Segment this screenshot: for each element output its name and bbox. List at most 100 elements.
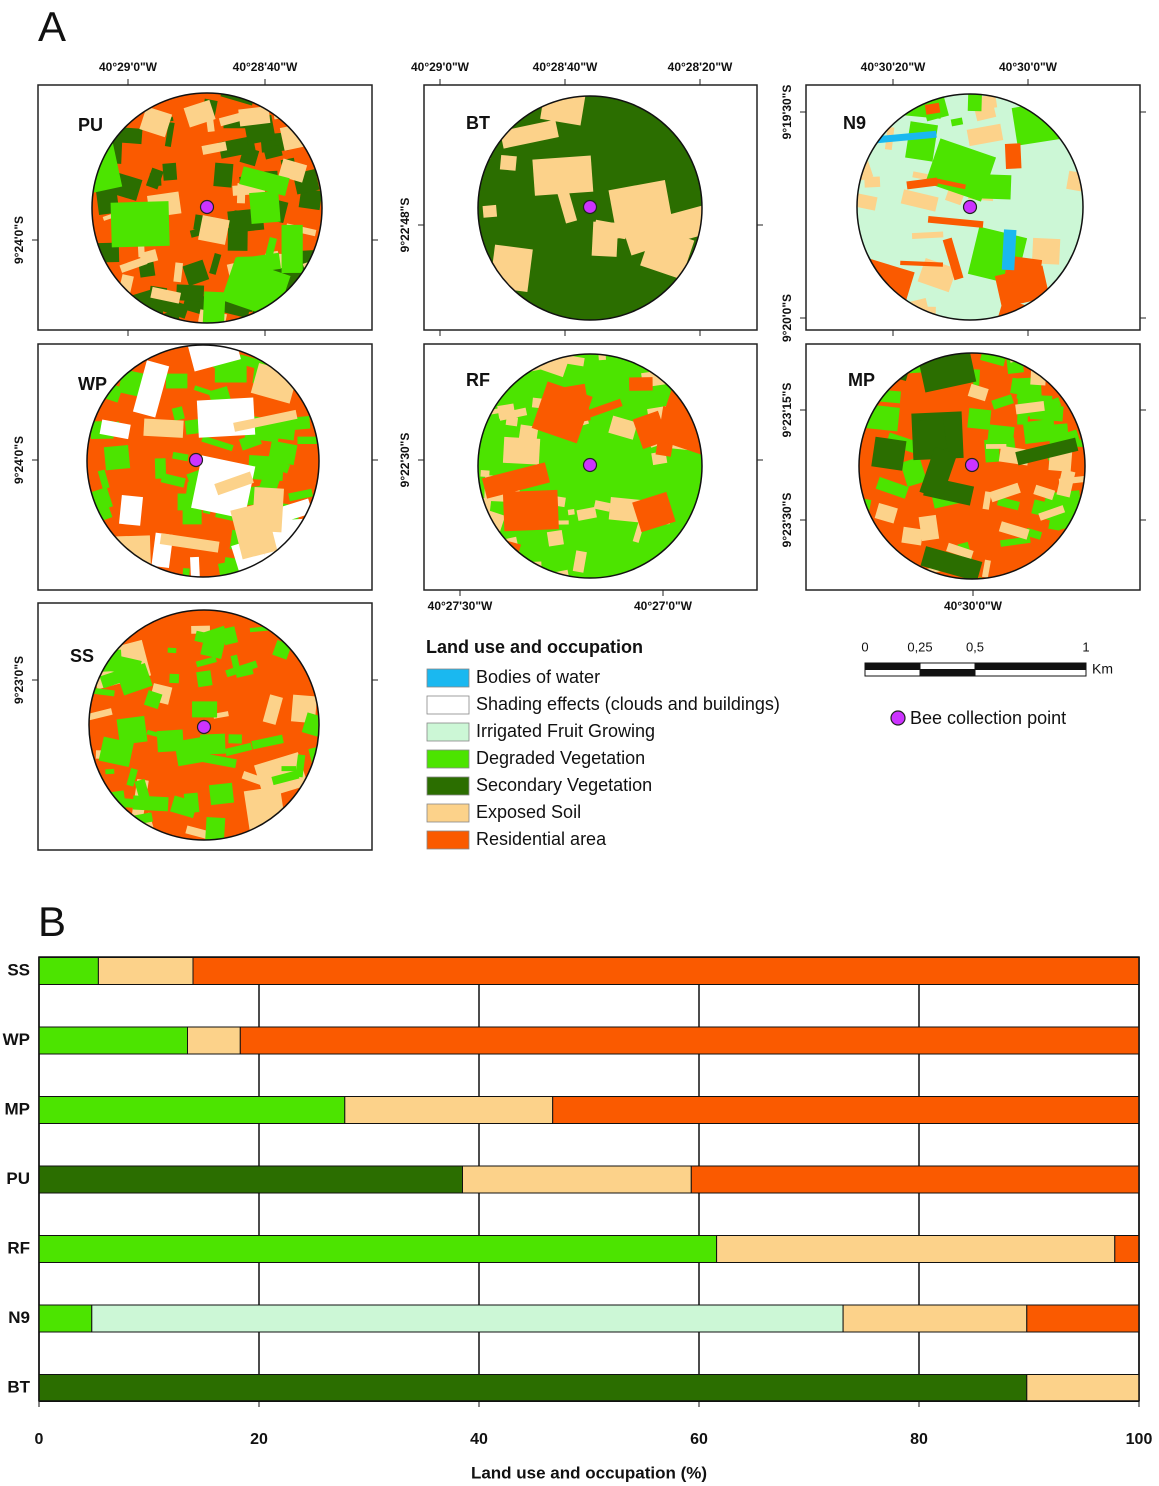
legend-swatch	[427, 750, 469, 768]
coord-label: 9°24'0"S	[12, 436, 26, 484]
bar-segment	[843, 1305, 1027, 1332]
map-patch	[205, 817, 225, 841]
map-patch	[162, 163, 177, 181]
bar-segment	[98, 958, 193, 985]
map-label: MP	[848, 370, 875, 390]
scale-seg	[975, 663, 1086, 670]
bar-segment	[39, 1305, 92, 1332]
legend-label: Shading effects (clouds and buildings)	[476, 694, 780, 714]
y-tick-label: PU	[6, 1169, 30, 1188]
map-patch	[200, 734, 226, 755]
bee-point	[198, 721, 211, 734]
map-patch	[1002, 229, 1017, 270]
bar-segment	[39, 958, 98, 985]
bee-point	[584, 459, 597, 472]
map-patch	[500, 155, 517, 171]
map-patch	[157, 730, 184, 753]
bar-segment	[717, 1236, 1115, 1263]
y-tick-label: MP	[5, 1099, 31, 1118]
scale-label: 1	[1082, 639, 1089, 654]
map-patch	[919, 515, 940, 541]
map-patch	[237, 183, 246, 203]
coord-label: 40°30'0"W	[999, 60, 1058, 74]
coord-label: 9°19'30"S	[780, 85, 794, 140]
bar-segment	[39, 1166, 463, 1193]
map-patch	[568, 509, 575, 515]
map-patch	[252, 487, 284, 532]
bar-segment	[691, 1166, 1139, 1193]
bee-point	[190, 454, 203, 467]
bee-point	[201, 201, 214, 214]
scale-unit: Km	[1092, 661, 1113, 677]
coord-label: 40°27'0"W	[634, 599, 693, 613]
legend-label: Residential area	[476, 829, 607, 849]
coord-label: 9°24'0"S	[12, 216, 26, 264]
map-patch	[914, 417, 947, 452]
map-patch	[184, 793, 200, 814]
map-patch	[166, 374, 187, 389]
map-patch	[117, 716, 148, 745]
map-label: RF	[466, 370, 490, 390]
coord-label: 9°23'15"S	[780, 383, 794, 438]
coord-label: 9°23'30"S	[780, 493, 794, 548]
panel-label: B	[38, 898, 66, 945]
bar-segment	[39, 1027, 188, 1054]
map-patch	[124, 333, 143, 344]
y-tick-label: RF	[7, 1238, 30, 1257]
map-label: PU	[78, 115, 103, 135]
scale-seg	[920, 670, 975, 677]
bar-segment	[1115, 1236, 1139, 1263]
coord-label: 9°22'48"S	[398, 198, 412, 253]
bee-point	[584, 201, 597, 214]
coord-label: 40°30'20"W	[861, 60, 926, 74]
legend-title: Land use and occupation	[426, 637, 643, 657]
bee-point	[964, 201, 977, 214]
coord-label: 9°23'0"S	[12, 656, 26, 704]
bar-segment	[188, 1027, 241, 1054]
figure: A B Land use and occupation Bee collecti…	[0, 0, 1159, 1486]
legend-swatch	[427, 804, 469, 822]
bar-segment	[39, 1375, 1027, 1402]
bar-segment	[39, 1097, 345, 1124]
coord-label: 40°29'0"W	[99, 60, 158, 74]
coord-label: 40°27'30"W	[428, 599, 493, 613]
map-patch	[169, 674, 179, 683]
map-patch	[281, 766, 296, 771]
bar-segment	[240, 1027, 1139, 1054]
map-patch	[111, 201, 170, 247]
bar-segment	[1027, 1375, 1139, 1402]
legend-swatch	[427, 831, 469, 849]
coord-label: 40°28'40"W	[233, 60, 298, 74]
scale-label: 0,5	[966, 639, 984, 654]
coord-label: 9°20'0"S	[780, 294, 794, 342]
scale-label: 0,25	[907, 639, 932, 654]
legend-label: Irrigated Fruit Growing	[476, 721, 655, 741]
map-patch	[483, 205, 498, 218]
map-patch	[967, 408, 991, 430]
y-tick-label: WP	[3, 1030, 30, 1049]
map-patch	[629, 377, 653, 391]
panel-label: A	[38, 3, 66, 50]
map-patch	[104, 445, 130, 470]
map-patch	[105, 769, 114, 774]
map-label: SS	[70, 646, 94, 666]
map-patch	[155, 458, 166, 479]
map-patch	[905, 121, 938, 161]
scale-seg	[920, 663, 975, 670]
legend-label: Bodies of water	[476, 667, 600, 687]
bar-segment	[39, 1236, 717, 1263]
coord-label: 40°30'0"W	[944, 599, 1003, 613]
legend-swatch	[427, 696, 469, 714]
map-patch	[133, 795, 169, 811]
legend-swatch	[427, 669, 469, 687]
y-tick-label: BT	[7, 1377, 30, 1396]
map-patch	[503, 490, 559, 531]
map-patch	[119, 495, 143, 526]
map-patch	[198, 215, 230, 245]
map-patch	[192, 701, 217, 717]
bar-segment	[193, 958, 1139, 985]
coord-label: 40°28'40"W	[533, 60, 598, 74]
x-tick-label: 60	[690, 1431, 708, 1448]
legend-label: Exposed Soil	[476, 802, 581, 822]
map-patch	[249, 191, 281, 224]
